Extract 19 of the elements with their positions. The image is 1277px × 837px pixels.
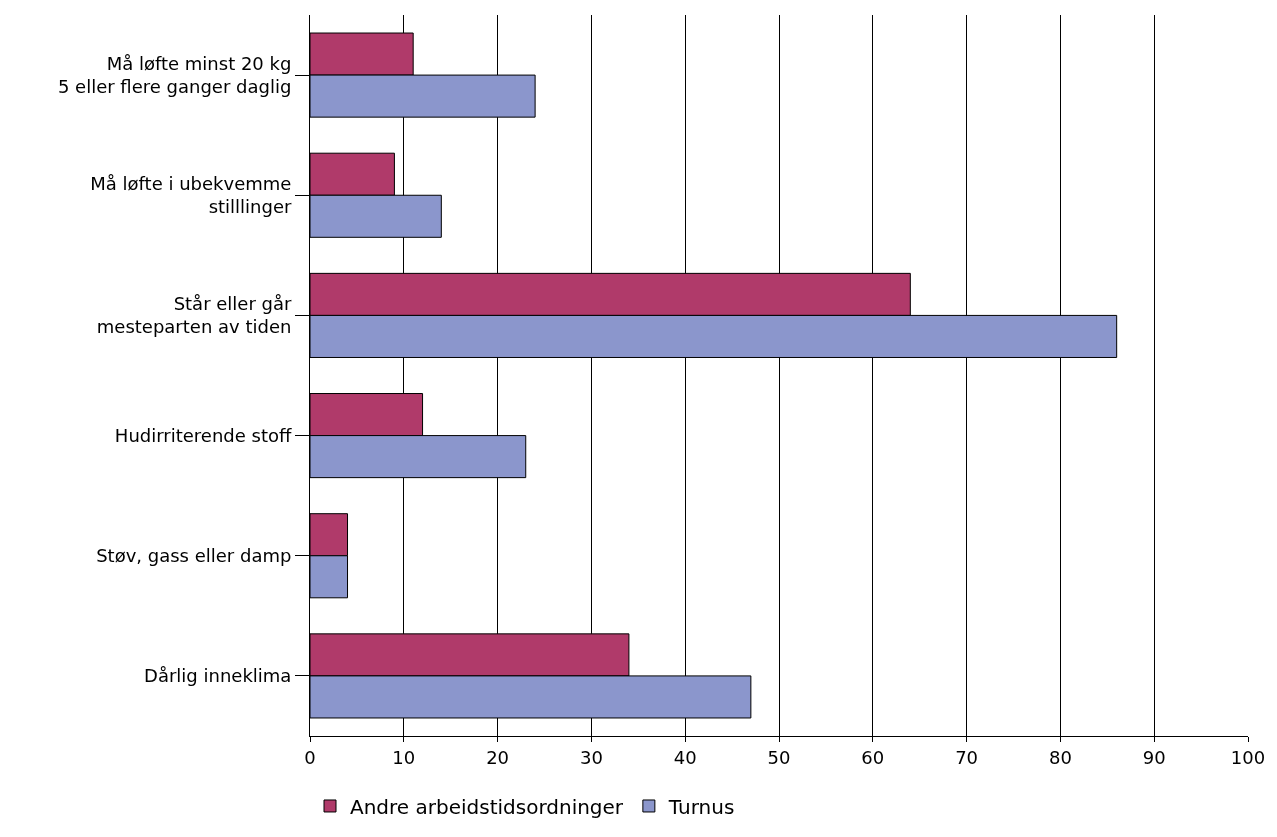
x-tick-label: 80 — [1048, 746, 1072, 768]
x-tick-label: 90 — [1142, 746, 1166, 768]
y-tick-label: Må løfte i ubekvemme stilllinger — [90, 172, 292, 218]
legend-label: Andre arbeidstidsordninger — [350, 794, 624, 819]
x-tick-label: 40 — [673, 746, 697, 768]
y-tick-label: Hudirriterende stoff — [114, 424, 292, 446]
x-tick-label: 70 — [955, 746, 979, 768]
y-tick-label: Dårlig inneklima — [144, 665, 292, 687]
x-tick-label: 60 — [861, 746, 885, 768]
x-tick-label: 50 — [767, 746, 791, 768]
x-tick-label: 0 — [304, 746, 316, 768]
x-tick-label: 20 — [486, 746, 510, 768]
x-tick-label: 30 — [579, 746, 603, 768]
legend-label: Turnus — [667, 794, 735, 819]
y-tick-label: Støv, gass eller damp — [96, 545, 292, 567]
x-tick-label: 100 — [1230, 746, 1266, 768]
x-tick-label: 10 — [392, 746, 416, 768]
y-tick-label: Står eller går mesteparten av tiden — [96, 293, 292, 338]
y-tick-label: Må løfte minst 20 kg 5 eller flere ganger daglig — [57, 52, 292, 98]
